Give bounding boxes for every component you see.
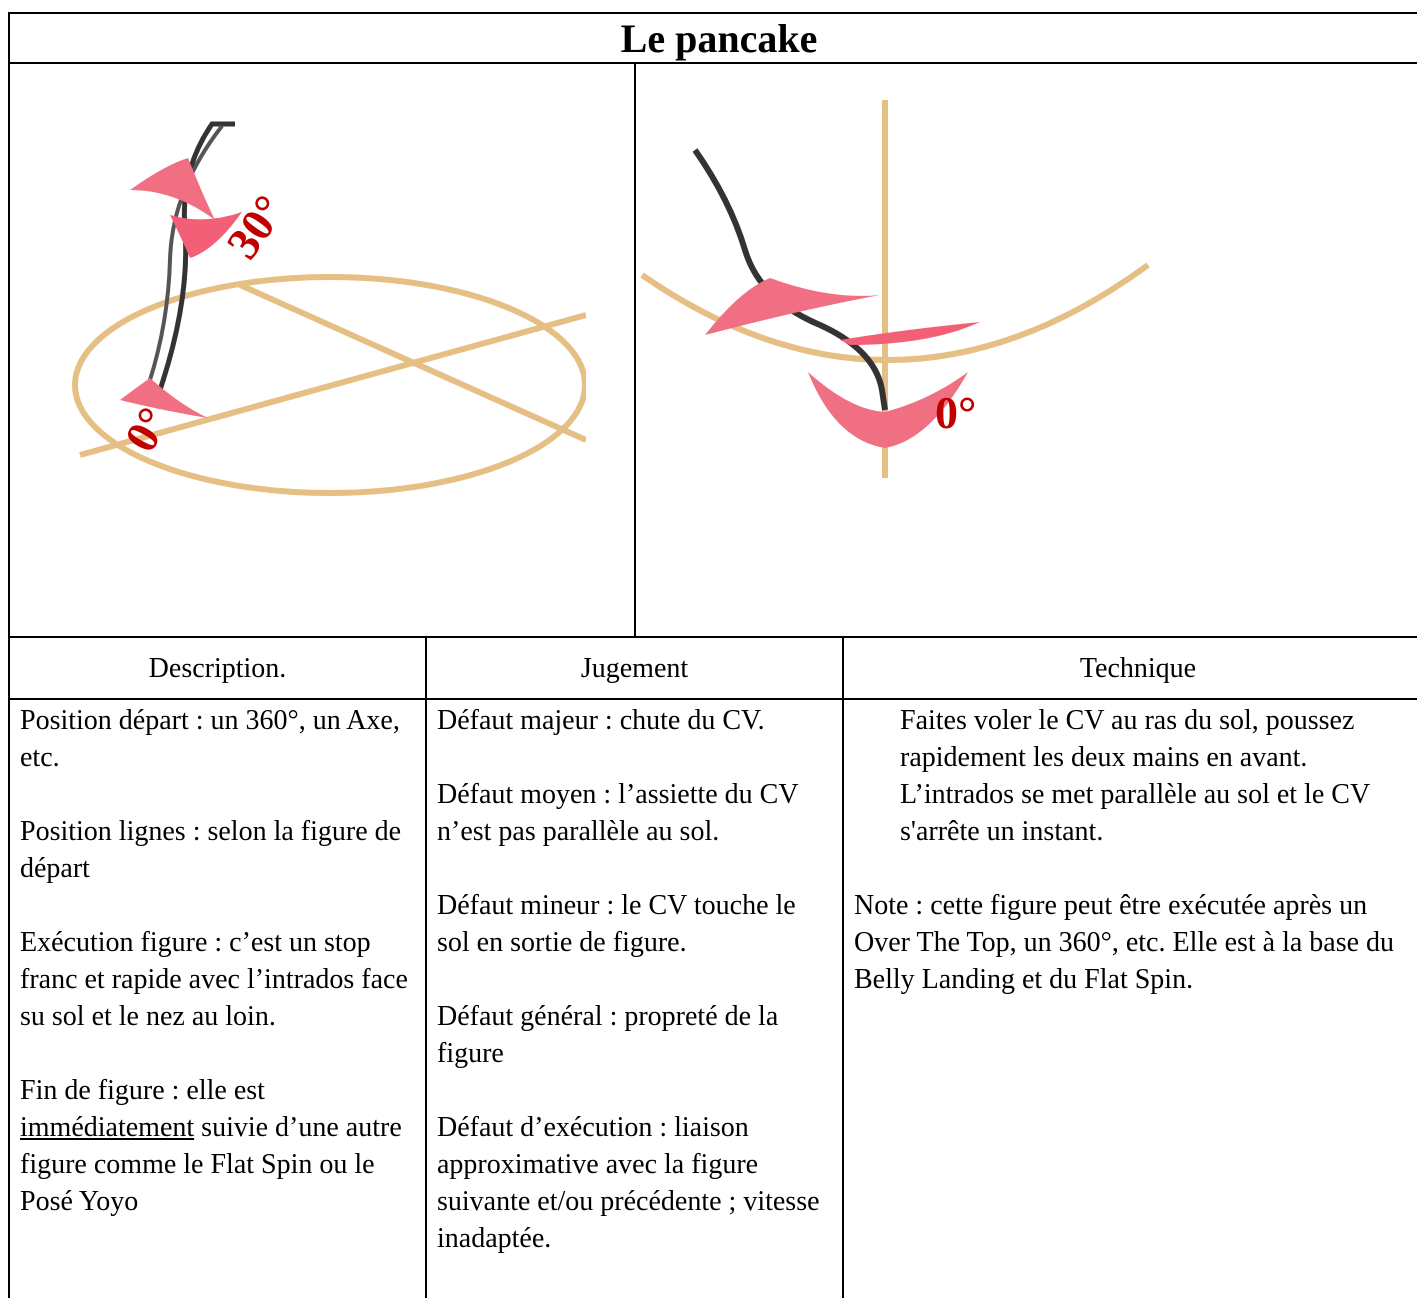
figure-left: 30° 0°	[72, 121, 586, 496]
paragraph: Défaut d’exécution : liaison approximati…	[437, 1112, 820, 1254]
paragraph: Fin de figure : elle est immédiatement s…	[20, 1072, 415, 1220]
figure-right: 0°	[640, 100, 1150, 478]
note: Note : cette figure peut être exécutée a…	[854, 890, 1395, 995]
technique-cell: Faites voler le CV au ras du sol, pousse…	[842, 698, 1417, 1298]
paragraph: Défaut général : propreté de la figure	[437, 1001, 779, 1069]
paragraph: Position départ : un 360°, un Axe, etc.	[20, 705, 400, 773]
paragraph: Position lignes : selon la figure de dép…	[20, 816, 402, 884]
description-cell: Position départ : un 360°, un Axe, etc. P…	[8, 698, 425, 1298]
paragraph: Défaut moyen : l’assiette du CV n’est pa…	[437, 779, 799, 847]
column-header: Description.	[8, 636, 425, 698]
figures: 30° 0° 0°	[72, 100, 1150, 496]
figure-cell	[8, 62, 634, 636]
title: Le pancake	[8, 12, 1417, 62]
angle-label: 0°	[935, 387, 976, 438]
step: Faites voler le CV au ras du sol, pousse…	[900, 705, 1355, 773]
step: L’intrados se met parallèle au sol et le…	[900, 779, 1370, 847]
column-header: Technique	[842, 636, 1417, 698]
column-header: Jugement	[425, 636, 842, 698]
paragraph: Exécution figure : c’est un stop franc e…	[20, 927, 408, 1032]
underlined-text: immédiatement	[20, 1112, 195, 1143]
paragraph: Défaut mineur : le CV touche le sol en s…	[437, 890, 796, 958]
judgement-cell: Défaut majeur : chute du CV. Défaut moyen…	[425, 698, 842, 1298]
angle-label: 30°	[216, 186, 295, 268]
figure-cell	[634, 62, 1417, 636]
text: suivie d’une autre figure comme le Flat …	[20, 1112, 402, 1217]
paragraph: Défaut majeur : chute du CV.	[437, 705, 765, 736]
text: Fin de figure : elle est	[20, 1075, 265, 1106]
